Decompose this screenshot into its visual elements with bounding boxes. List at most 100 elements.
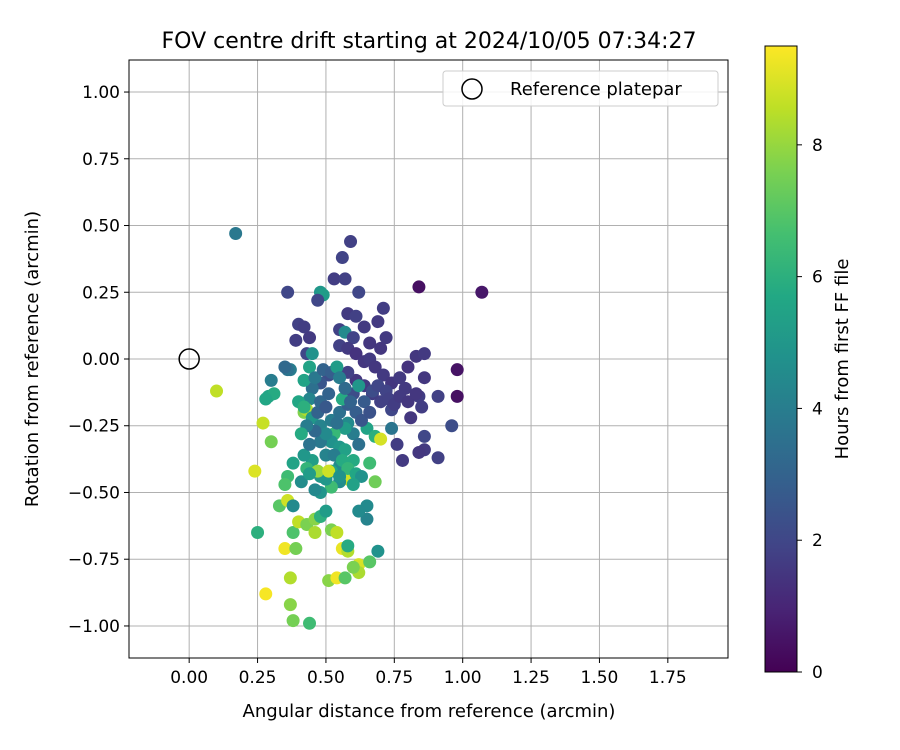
colorbar-tick-label: 0: [812, 663, 823, 683]
legend-label: Reference platepar: [510, 79, 682, 100]
data-point: [409, 387, 423, 401]
data-point: [412, 445, 426, 459]
data-point: [401, 395, 415, 409]
data-point: [294, 427, 308, 441]
data-point: [333, 469, 347, 483]
colorbar-tick-label: 8: [812, 136, 823, 156]
data-point: [390, 437, 404, 451]
chart-title: FOV centre drift starting at 2024/10/05 …: [162, 29, 697, 54]
data-point: [319, 504, 333, 518]
data-point: [303, 467, 317, 481]
data-point: [354, 469, 368, 483]
data-point: [294, 475, 308, 489]
data-point: [338, 381, 352, 395]
data-point: [357, 395, 371, 409]
data-point: [363, 456, 377, 470]
data-point: [289, 333, 303, 347]
data-points: [210, 227, 489, 630]
data-point: [333, 371, 347, 385]
legend-box: [442, 70, 719, 107]
data-point: [278, 477, 292, 491]
colorbar: 0 2 4 6 8 Hours from first FF file: [764, 45, 853, 683]
data-point: [297, 448, 311, 462]
colorbar-tick-label: 2: [812, 531, 823, 551]
data-point: [412, 280, 426, 294]
data-point: [335, 251, 349, 265]
y-tick-label: −0.50: [68, 483, 120, 503]
data-point: [363, 405, 377, 419]
data-point: [374, 341, 388, 355]
data-point: [349, 309, 363, 323]
data-point: [338, 571, 352, 585]
x-tick-label: 1.75: [649, 668, 687, 688]
data-point: [385, 421, 399, 435]
data-point: [264, 435, 278, 449]
data-point: [333, 405, 347, 419]
x-tick-label: 0.50: [307, 668, 345, 688]
data-point: [349, 347, 363, 361]
data-point: [352, 285, 366, 299]
y-tick-label: 0.50: [82, 217, 120, 237]
y-tick-label: 0.00: [82, 350, 120, 370]
data-point: [322, 464, 336, 478]
data-point: [256, 416, 270, 430]
y-tick-label: 1.00: [82, 83, 120, 103]
data-point: [308, 526, 322, 540]
data-point: [346, 560, 360, 574]
data-point: [248, 464, 262, 478]
data-point: [341, 539, 355, 553]
data-point: [303, 616, 317, 630]
colorbar-tick-label: 4: [812, 399, 823, 419]
data-point: [346, 477, 360, 491]
data-point: [352, 437, 366, 451]
data-point: [376, 368, 390, 382]
x-tick-label: 1.50: [581, 668, 619, 688]
x-tick-label: 0.75: [375, 668, 413, 688]
x-axis-ticks: 0.00 0.25 0.50 0.75 1.00 1.25 1.50 1.75: [170, 658, 687, 688]
data-point: [401, 360, 415, 374]
data-point: [283, 571, 297, 585]
data-point: [431, 451, 445, 465]
data-point: [286, 614, 300, 628]
data-point: [278, 360, 292, 374]
data-point: [357, 320, 371, 334]
data-point: [303, 331, 317, 345]
data-point: [417, 429, 431, 443]
data-point: [286, 526, 300, 540]
x-tick-label: 0.25: [239, 668, 277, 688]
x-tick-label: 1.00: [444, 668, 482, 688]
data-point: [305, 381, 319, 395]
data-point: [415, 400, 429, 414]
data-point: [311, 293, 325, 307]
data-point: [374, 432, 388, 446]
legend-reference-marker: [461, 78, 483, 100]
data-point: [368, 360, 382, 374]
data-point: [259, 392, 273, 406]
data-point: [445, 419, 459, 433]
data-point: [327, 272, 341, 286]
data-point: [319, 427, 333, 441]
y-axis-ticks: 1.00 0.75 0.50 0.25 0.00 −0.25 −0.50 −0.75 −1.00: [68, 83, 129, 637]
data-point: [371, 315, 385, 329]
data-point: [229, 227, 243, 241]
data-point: [330, 416, 344, 430]
data-point: [352, 379, 366, 393]
data-point: [376, 301, 390, 315]
data-point: [475, 285, 489, 299]
legend: Reference platepar: [442, 70, 719, 107]
reference-platepar-marker: [178, 348, 200, 370]
data-point: [417, 371, 431, 385]
data-point: [344, 395, 358, 409]
data-point: [308, 483, 322, 497]
colorbar-tick-label: 6: [812, 268, 823, 288]
data-point: [338, 443, 352, 457]
x-axis-label: Angular distance from reference (arcmin): [243, 701, 616, 722]
data-point: [297, 373, 311, 387]
colorbar-gradient: [764, 45, 798, 673]
data-point: [363, 555, 377, 569]
data-point: [330, 526, 344, 540]
data-point: [404, 411, 418, 425]
data-point: [354, 413, 368, 427]
data-point: [286, 499, 300, 513]
